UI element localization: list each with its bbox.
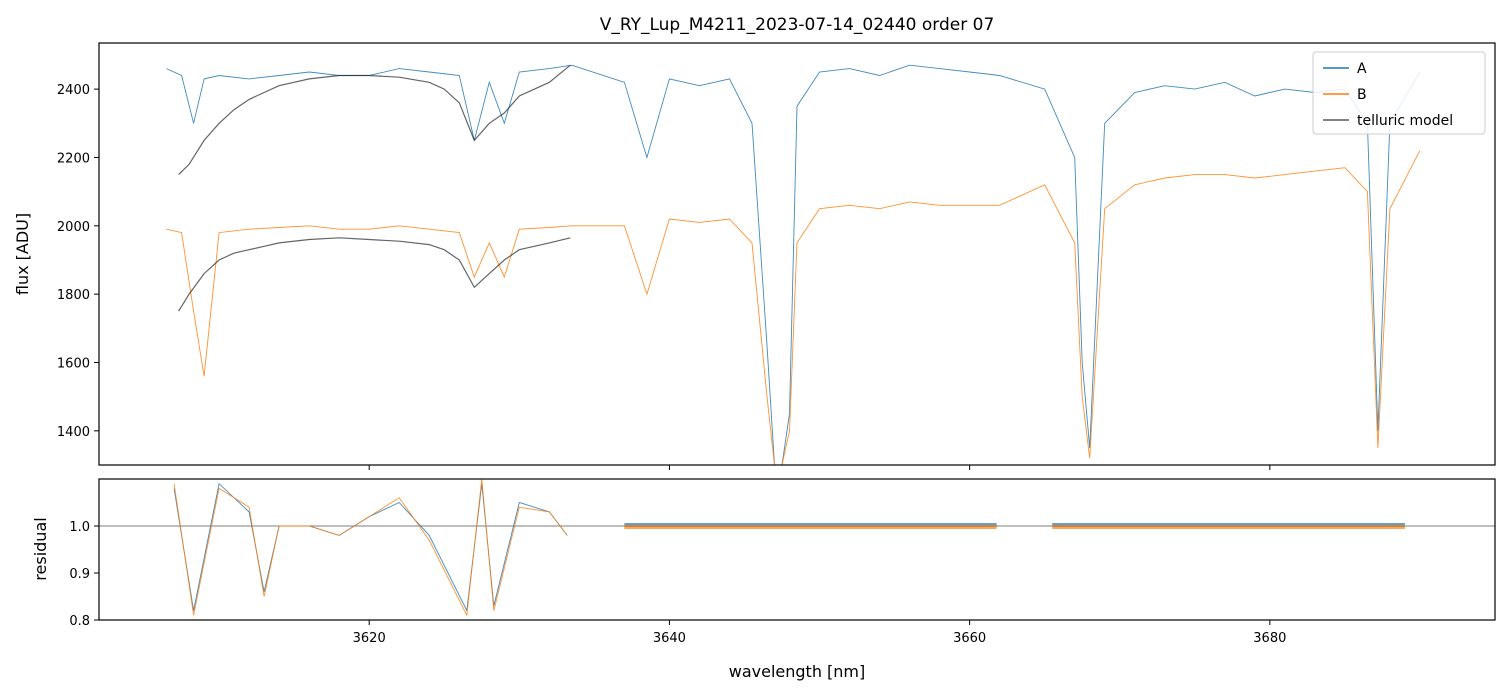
y-tick-label: 2000 <box>57 220 90 235</box>
y-tick-label: 2200 <box>57 151 90 166</box>
legend-box <box>1312 51 1486 135</box>
flux-y-axis-label: flux [ADU] <box>13 213 32 295</box>
series-line-b <box>166 150 1421 465</box>
y-tick-label: 1600 <box>57 356 90 371</box>
y-tick-label: 0.9 <box>69 567 90 582</box>
residual-y-axis-label: residual <box>31 517 50 580</box>
y-tick-label: 0.8 <box>69 614 90 629</box>
y-tick-label: 2400 <box>57 83 90 98</box>
series-line-a <box>166 64 1421 465</box>
y-tick-label: 1800 <box>57 288 90 303</box>
x-tick-label: 3680 <box>1253 631 1286 646</box>
legend-entry: telluric model <box>1357 113 1453 129</box>
residual-line-b <box>173 479 568 617</box>
series-line-telluric-model <box>178 237 571 312</box>
x-tick-label: 3660 <box>953 631 986 646</box>
x-tick-label: 3640 <box>653 631 686 646</box>
residual-axes-frame <box>98 478 1496 621</box>
chart-title: V_RY_Lup_M4211_2023-07-14_02440 order 07 <box>600 15 995 35</box>
residual-panel: 0.8 0.9 1.0 3620 3640 3660 3680 <box>69 478 1496 646</box>
y-tick-label: 1.0 <box>69 520 90 535</box>
flux-axes-frame <box>98 42 1496 466</box>
residual-line-a <box>173 482 568 613</box>
flux-panel: 1400 1600 1800 2000 2200 2400 <box>57 42 1496 470</box>
x-axis-label: wavelength [nm] <box>729 662 866 681</box>
legend-entry: A <box>1357 61 1367 77</box>
y-tick-label: 1400 <box>57 425 90 440</box>
legend-entry: B <box>1357 87 1367 103</box>
series-line-telluric-model <box>178 64 571 176</box>
x-tick-label: 3620 <box>353 631 386 646</box>
